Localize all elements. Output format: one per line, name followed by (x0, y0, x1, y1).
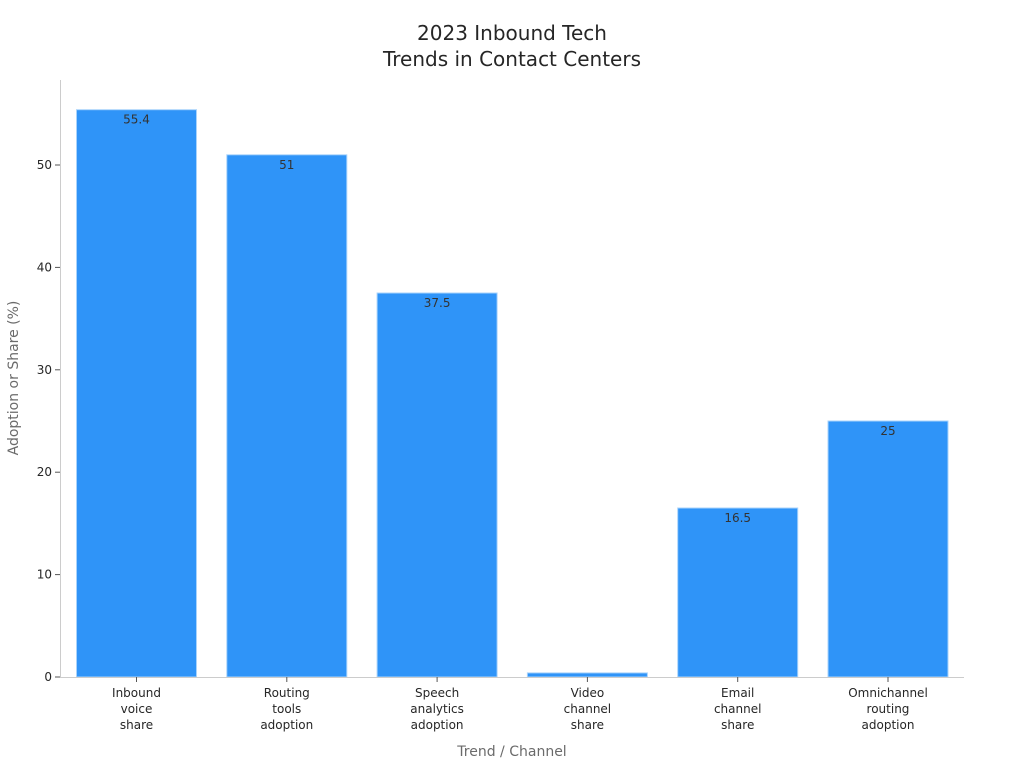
x-tick-label-2: Speech analytics adoption (410, 686, 464, 732)
y-tick-label-3: 30 (37, 363, 52, 377)
y-tick-label-5: 50 (37, 158, 52, 172)
chart-title-line-1: 2023 Inbound Tech (417, 21, 607, 45)
x-axis-title: Trend / Channel (456, 744, 566, 760)
data-label-4: 16.5 (724, 511, 751, 525)
bar-2 (376, 292, 498, 678)
bar-3 (526, 672, 648, 678)
x-tick-label-5: Omnichannel routing adoption (848, 686, 928, 732)
x-tick-label-3: Video channel share (564, 686, 611, 732)
y-tick-label-1: 10 (37, 568, 52, 582)
bar-4 (677, 507, 799, 678)
chart-title-line-2: Trends in Contact Centers (382, 47, 641, 71)
data-label-2: 37.5 (424, 296, 451, 310)
y-axis-ticks: 0 10 20 30 40 50 (37, 158, 60, 684)
x-tick-label-0: Inbound voice share (112, 686, 161, 732)
data-label-5: 25 (880, 424, 895, 438)
data-labels: 55.4 51 37.5 16.5 25 (123, 113, 896, 525)
y-tick-label-0: 0 (44, 670, 52, 684)
data-label-0: 55.4 (123, 113, 150, 127)
plot-area: 55.4 51 37.5 16.5 25 0 10 20 30 40 50 Inbound voic… (37, 80, 964, 732)
bar-1 (226, 154, 348, 678)
bar-5 (827, 420, 949, 678)
data-label-1: 51 (279, 158, 294, 172)
x-tick-label-4: Email channel share (714, 686, 761, 732)
chart-title: 2023 Inbound Tech Trends in Contact Cent… (382, 21, 641, 71)
x-tick-label-1: Routing tools adoption (260, 686, 313, 732)
x-axis-ticks: Inbound voice share Routing tools adoption Spe… (112, 677, 928, 732)
bar-0 (76, 109, 197, 678)
y-tick-label-4: 40 (37, 260, 52, 274)
y-axis-title: Adoption or Share (%) (6, 301, 22, 456)
y-tick-label-2: 20 (37, 465, 52, 479)
bars (76, 109, 949, 678)
